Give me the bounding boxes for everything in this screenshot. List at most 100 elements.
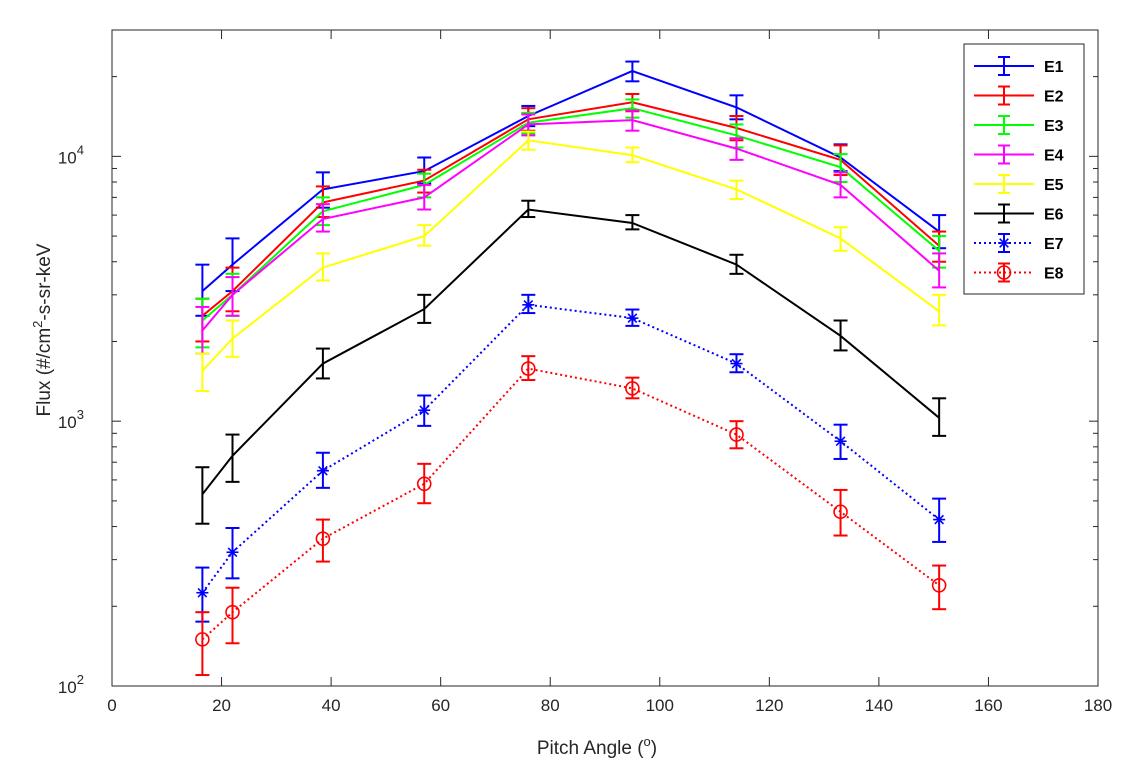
- error-bar: [225, 586, 240, 645]
- error-bar: [932, 564, 947, 611]
- legend-error-bar: [998, 115, 1010, 135]
- x-tick-label: 20: [212, 696, 231, 715]
- error-bar: [225, 319, 240, 358]
- data-point-marker: [225, 604, 240, 620]
- error-bar: [833, 319, 848, 352]
- x-axis-label-suffix: ): [651, 738, 657, 759]
- marker-stroke: [318, 465, 328, 476]
- x-tick-label: 40: [322, 696, 341, 715]
- marker-stroke: [627, 313, 638, 324]
- marker-stroke: [731, 358, 742, 369]
- series-E7: [195, 293, 947, 623]
- error-bar: [625, 146, 640, 164]
- plot-area: [195, 60, 947, 677]
- legend-error-bar: [998, 144, 1010, 165]
- error-bar: [315, 203, 330, 233]
- series-E6: [195, 199, 947, 525]
- data-point-marker: [730, 357, 743, 370]
- x-tick-label: 0: [107, 696, 116, 715]
- error-bar: [417, 183, 432, 211]
- error-bar: [417, 224, 432, 247]
- axes: 0 20 40 60 80 100 120 140 160 180 102 103 104: [58, 29, 1112, 715]
- legend-label: E7: [1044, 236, 1064, 253]
- y-tick-label: 102: [58, 672, 84, 697]
- data-point-marker: [931, 578, 947, 593]
- legend-label: E4: [1044, 148, 1064, 165]
- y-axis-label-sup: 2: [30, 321, 45, 328]
- legend-item-E1: E1: [974, 56, 1064, 76]
- error-bar: [195, 352, 210, 393]
- legend-marker: [996, 265, 1012, 280]
- x-axis-label-text: Pitch Angle (: [537, 738, 644, 759]
- error-bar: [833, 171, 848, 199]
- legend-item-E5: E5: [974, 174, 1064, 194]
- error-bar: [521, 355, 536, 382]
- x-tick-label: 60: [431, 696, 450, 715]
- marker-stroke: [999, 238, 1009, 248]
- error-bar: [833, 488, 848, 537]
- error-bar: [417, 462, 432, 505]
- legend-item-E3: E3: [974, 115, 1064, 135]
- x-tick-label: 180: [1084, 696, 1112, 715]
- error-bar: [729, 179, 744, 201]
- marker-stroke: [835, 436, 846, 447]
- legend-item-E4: E4: [974, 144, 1064, 165]
- series-E8: [195, 355, 947, 677]
- error-bar: [417, 293, 432, 324]
- legend-item-E6: E6: [974, 203, 1064, 224]
- error-bar: [225, 433, 240, 483]
- data-point-marker: [625, 381, 640, 396]
- data-point-marker: [316, 464, 329, 477]
- y-tick-label: 104: [58, 142, 84, 167]
- legend: E1 E2 E3 E4 E5 E6 E7 E8: [963, 43, 1085, 295]
- error-bar: [729, 253, 744, 275]
- x-axis-label-sup: o: [644, 734, 651, 749]
- legend-error-bar: [998, 56, 1010, 76]
- data-point-marker: [195, 632, 210, 647]
- data-point-marker: [226, 546, 239, 559]
- marker-stroke: [197, 587, 208, 598]
- error-bar: [625, 109, 640, 132]
- legend-item-E8: E8: [974, 262, 1064, 283]
- x-tick-label: 80: [541, 696, 560, 715]
- error-bar: [521, 199, 536, 219]
- legend-label: E6: [1044, 207, 1064, 224]
- legend-error-bar: [998, 174, 1010, 194]
- error-bar: [625, 60, 640, 83]
- x-tick-label: 120: [755, 696, 783, 715]
- marker-stroke: [523, 299, 534, 310]
- y-axis-label-suffix: -s-sr-keV: [34, 243, 55, 320]
- legend-label: E8: [1044, 266, 1064, 283]
- marker-stroke: [419, 405, 430, 416]
- error-bar: [315, 347, 330, 380]
- legend-error-bar: [998, 85, 1010, 106]
- data-point-marker: [626, 312, 639, 325]
- data-point-marker: [933, 513, 946, 526]
- legend-label: E3: [1044, 118, 1064, 135]
- error-bar: [932, 397, 947, 437]
- x-axis-label: Pitch Angle (o): [537, 734, 657, 759]
- y-tick-label: 103: [58, 407, 84, 432]
- x-tick-label: 160: [974, 696, 1002, 715]
- data-point-marker: [522, 298, 535, 311]
- series-E5: [195, 130, 947, 393]
- data-point-marker: [416, 476, 432, 492]
- series-line: [201, 303, 940, 594]
- legend-label: E2: [1044, 89, 1064, 106]
- x-tick-label: 100: [646, 696, 674, 715]
- error-bar: [315, 252, 330, 282]
- legend-marker: [998, 237, 1010, 249]
- data-point-marker: [196, 586, 209, 599]
- error-bar: [932, 252, 947, 289]
- legend-item-E2: E2: [974, 85, 1064, 106]
- error-bar: [729, 420, 744, 450]
- error-bar: [225, 276, 240, 317]
- x-tick-label: 140: [865, 696, 893, 715]
- data-point-marker: [521, 361, 536, 376]
- legend-label: E1: [1044, 59, 1064, 76]
- error-bar: [195, 466, 210, 525]
- legend-item-E7: E7: [974, 233, 1064, 253]
- legend-error-bar: [998, 203, 1010, 224]
